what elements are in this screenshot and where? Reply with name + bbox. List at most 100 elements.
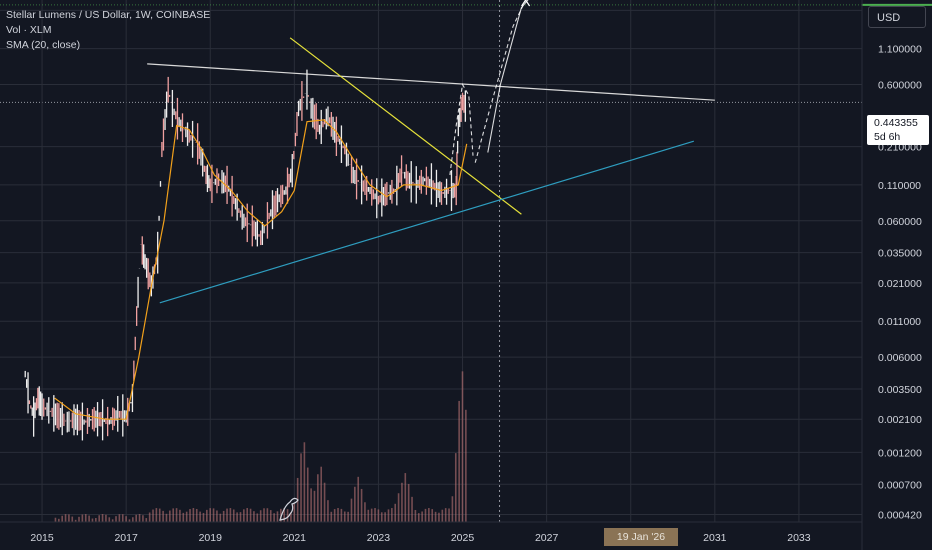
volume-bar bbox=[54, 517, 57, 522]
volume-bar bbox=[320, 466, 323, 522]
x-tick-label: 2025 bbox=[451, 532, 475, 544]
volume-bar bbox=[78, 516, 80, 522]
volume-bar bbox=[350, 498, 353, 522]
volume-bar bbox=[384, 512, 386, 522]
volume-bar bbox=[58, 518, 60, 522]
y-tick-label: 0.035000 bbox=[878, 248, 922, 260]
volume-bar bbox=[138, 514, 141, 522]
support-trendline bbox=[159, 140, 694, 304]
volume-bar bbox=[441, 509, 444, 522]
volume-bar bbox=[121, 514, 124, 522]
volume-bar bbox=[91, 518, 94, 522]
volume-bar bbox=[172, 508, 174, 522]
volume-bar bbox=[185, 511, 188, 522]
volume-bar bbox=[454, 453, 457, 522]
volume-bar bbox=[202, 512, 205, 522]
volume-bar bbox=[88, 515, 90, 522]
volume-bar bbox=[306, 467, 309, 522]
volume-bar bbox=[431, 509, 434, 522]
volume-bar bbox=[128, 519, 131, 522]
volume-bar bbox=[259, 510, 262, 522]
volume-bar bbox=[226, 508, 228, 522]
volume-bar bbox=[391, 508, 393, 522]
y-tick-label: 0.000420 bbox=[878, 509, 922, 521]
volume-bar bbox=[132, 517, 134, 522]
volume-bar bbox=[380, 512, 383, 522]
volume-bar bbox=[407, 484, 410, 522]
x-tick-label: 2019 bbox=[199, 532, 223, 544]
y-tick-label: 0.110000 bbox=[878, 180, 921, 192]
volume-bar bbox=[401, 482, 403, 522]
volume-bar bbox=[347, 511, 349, 522]
volume-bar bbox=[125, 516, 127, 522]
tradingview-logo-icon bbox=[279, 497, 299, 521]
y-tick-label: 1.100000 bbox=[878, 44, 922, 56]
volume-bar bbox=[249, 508, 252, 522]
volume-bar bbox=[95, 518, 97, 522]
volume-bar bbox=[206, 509, 208, 522]
y-tick-label: 0.006000 bbox=[878, 352, 922, 364]
volume-bar bbox=[451, 496, 454, 522]
volume-bar bbox=[394, 503, 397, 522]
volume-bar bbox=[179, 509, 181, 522]
volume-bar bbox=[465, 409, 467, 522]
volume-bar bbox=[189, 509, 191, 522]
volume-bar bbox=[428, 508, 430, 522]
y-tick-label: 0.003500 bbox=[878, 384, 922, 396]
chart-legend: Stellar Lumens / US Dollar, 1W, COINBASE… bbox=[6, 8, 210, 53]
volume-bar bbox=[343, 511, 346, 522]
projection-path bbox=[487, 0, 529, 153]
sma-indicator-label[interactable]: SMA (20, close) bbox=[6, 39, 81, 51]
volume-bar bbox=[283, 508, 286, 522]
last-price-value: 0.443355 bbox=[874, 117, 918, 129]
volume-bar bbox=[192, 508, 195, 522]
volume-bar bbox=[165, 513, 168, 522]
y-tick-label: 0.011000 bbox=[878, 316, 921, 328]
grid bbox=[0, 0, 862, 522]
volume-bar bbox=[232, 509, 235, 522]
volume-bar bbox=[162, 510, 164, 522]
volume-bar bbox=[286, 509, 289, 522]
volume-bar bbox=[236, 512, 238, 522]
volume-bar bbox=[421, 511, 423, 522]
volume-bar bbox=[310, 488, 312, 522]
currency-button[interactable]: USD bbox=[868, 6, 926, 28]
volume-bar bbox=[357, 476, 360, 522]
volume-bar bbox=[411, 496, 413, 522]
volume-bar bbox=[417, 513, 420, 522]
volume-bar bbox=[145, 518, 148, 522]
volume-bar bbox=[276, 511, 279, 522]
volume-bar bbox=[434, 511, 437, 522]
volume-bars bbox=[54, 371, 467, 522]
x-tick-label: 2021 bbox=[283, 532, 307, 544]
volume-bar bbox=[414, 509, 417, 522]
volume-bar bbox=[155, 508, 158, 522]
volume-bar bbox=[243, 509, 245, 522]
y-tick-label: 0.021000 bbox=[878, 278, 922, 290]
volume-bar bbox=[195, 508, 198, 522]
volume-bar bbox=[182, 512, 185, 522]
volume-bar bbox=[152, 509, 154, 522]
volume-bar bbox=[273, 513, 275, 522]
volume-bar bbox=[212, 508, 215, 522]
volume-bar bbox=[216, 510, 218, 522]
trendlines[interactable] bbox=[147, 37, 715, 304]
x-tick-label: 2031 bbox=[703, 532, 727, 544]
volume-bar bbox=[370, 508, 373, 522]
volume-indicator-label[interactable]: Vol · XLM bbox=[6, 24, 52, 36]
volume-bar bbox=[303, 442, 306, 522]
x-tick-label: 2027 bbox=[535, 532, 559, 544]
projection-path bbox=[474, 0, 527, 163]
symbol-title[interactable]: Stellar Lumens / US Dollar, 1W, COINBASE bbox=[6, 9, 211, 21]
volume-bar bbox=[438, 512, 440, 522]
volume-bar bbox=[404, 473, 407, 522]
volume-bar bbox=[71, 516, 74, 522]
volume-bar bbox=[169, 510, 171, 522]
volume-bar bbox=[333, 509, 336, 522]
volume-bar bbox=[377, 509, 380, 522]
volume-bar bbox=[313, 490, 316, 522]
volume-bar bbox=[115, 516, 117, 522]
volume-bar bbox=[364, 502, 366, 522]
resistance-trendline bbox=[147, 63, 715, 101]
